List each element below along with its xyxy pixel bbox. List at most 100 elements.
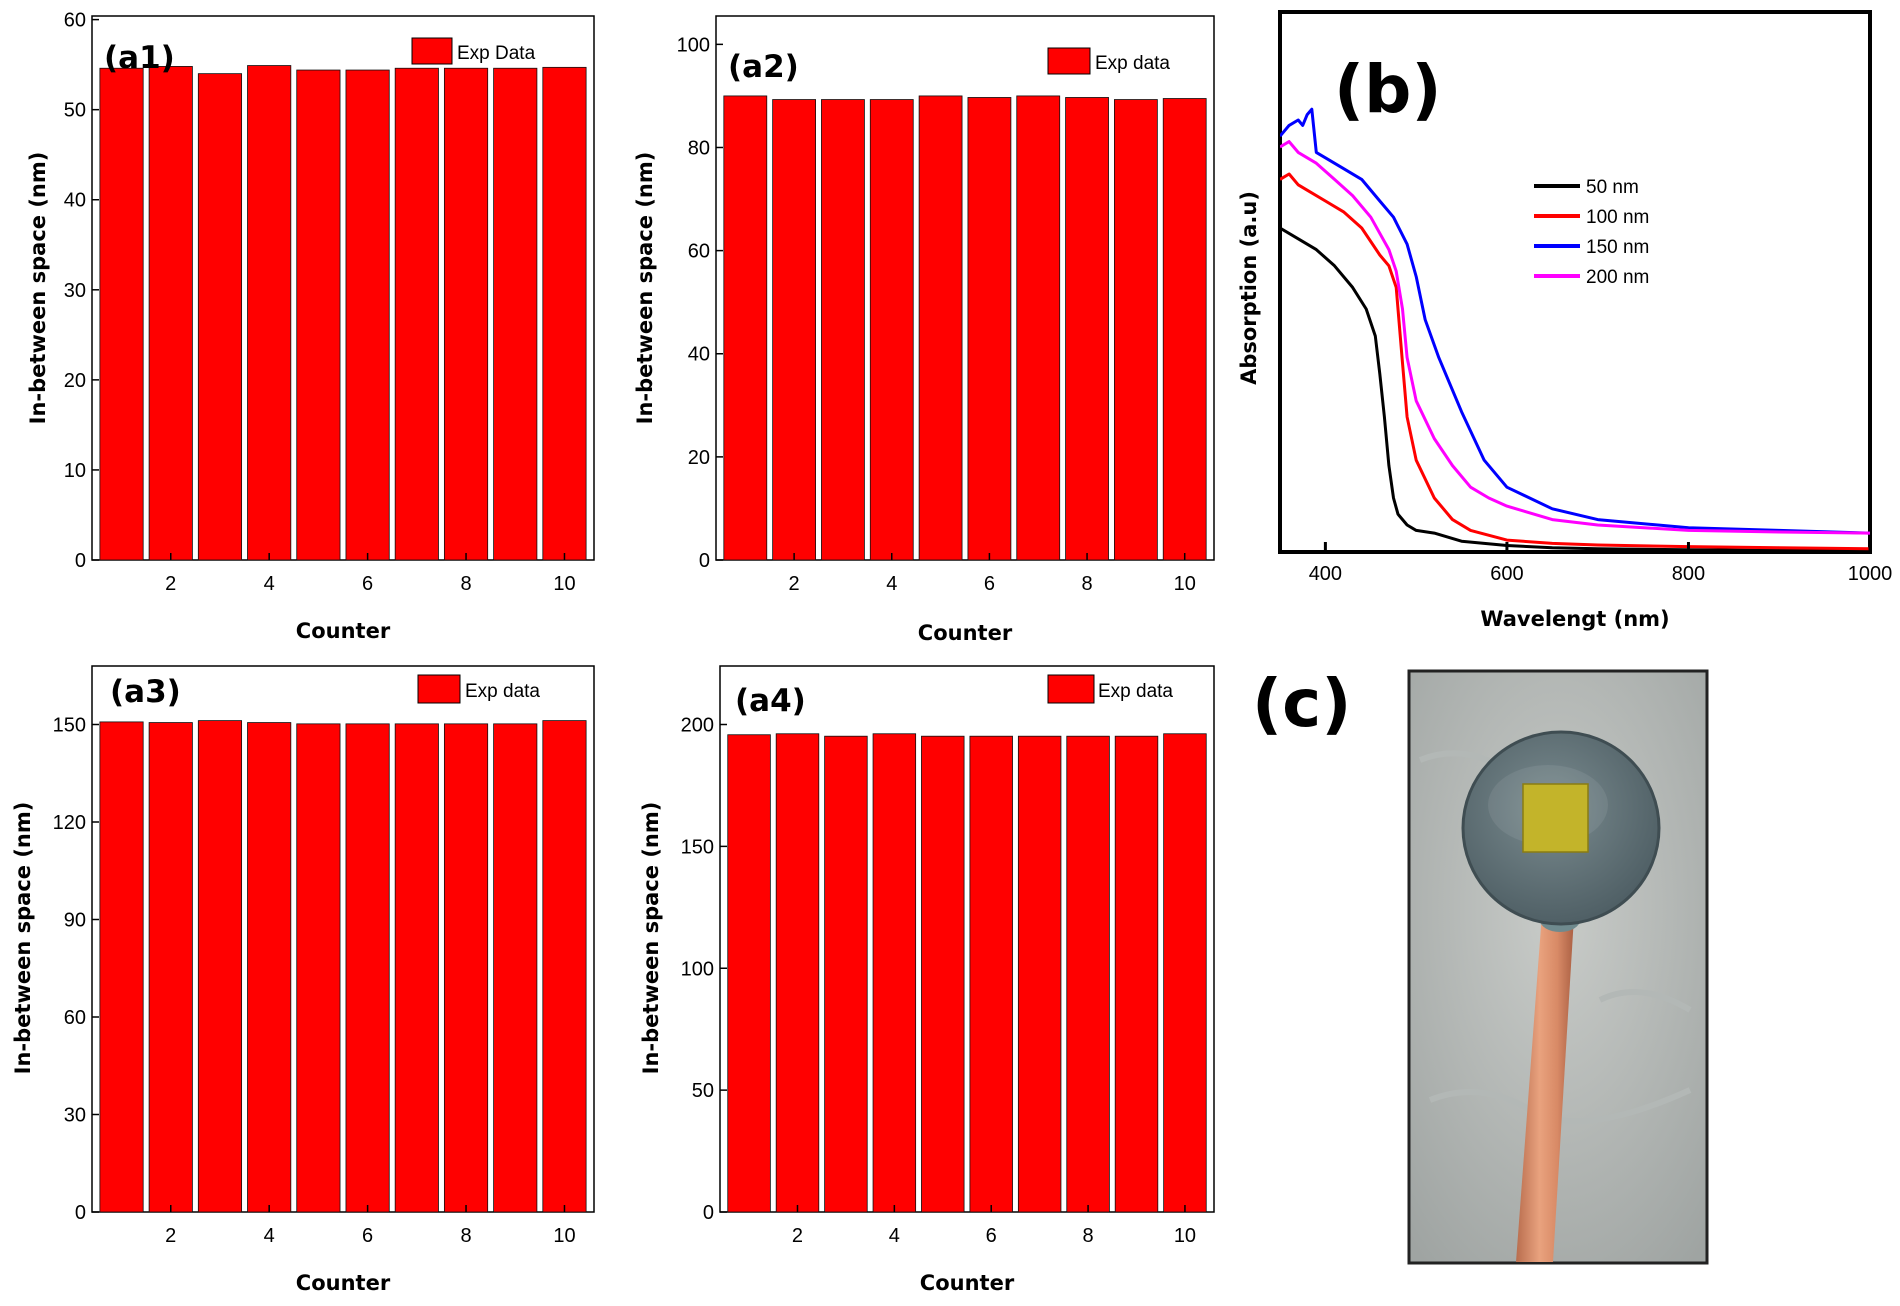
y-tick-label: 0 bbox=[699, 550, 710, 572]
legend-swatch bbox=[1047, 47, 1091, 75]
bar bbox=[443, 723, 489, 1213]
legend-swatch bbox=[411, 37, 453, 65]
y-tick-label: 20 bbox=[64, 370, 86, 392]
x-tick-label: 6 bbox=[362, 1225, 373, 1247]
bar bbox=[493, 67, 538, 561]
x-tick-label: 8 bbox=[460, 573, 471, 595]
legend: 50 nm 100 nm 150 nm 200 nm bbox=[1534, 177, 1649, 288]
panel-label: (b) bbox=[1334, 51, 1442, 128]
y-axis-title: In-between space (nm) bbox=[11, 802, 35, 1075]
bar bbox=[1066, 735, 1110, 1213]
electrode-photo bbox=[1407, 669, 1709, 1265]
x-tick-label: 10 bbox=[553, 1225, 575, 1247]
bar-group bbox=[727, 733, 1207, 1213]
plot-frame bbox=[719, 665, 1215, 1213]
bar bbox=[1065, 97, 1109, 561]
series-line bbox=[1280, 172, 1870, 551]
x-tick-label: 2 bbox=[792, 1225, 803, 1247]
bar bbox=[1114, 735, 1159, 1213]
x-tick-label: 4 bbox=[264, 573, 275, 595]
x-tick-label: 6 bbox=[362, 573, 373, 595]
y-tick-label: 10 bbox=[64, 460, 86, 482]
bar bbox=[197, 720, 243, 1213]
bar-group bbox=[99, 65, 587, 561]
bar bbox=[197, 73, 243, 561]
x-tick-label: 1000 bbox=[1848, 563, 1893, 585]
bar bbox=[772, 99, 817, 561]
bar bbox=[775, 733, 820, 1213]
x-axis-title: Counter bbox=[920, 1271, 1015, 1295]
bar bbox=[1163, 733, 1207, 1213]
y-tick-label: 100 bbox=[681, 958, 714, 980]
y-tick-label: 30 bbox=[64, 1105, 86, 1127]
bar bbox=[394, 67, 439, 561]
bar bbox=[542, 720, 587, 1213]
legend-label: Exp Data bbox=[457, 43, 536, 64]
bar bbox=[824, 735, 868, 1213]
bar bbox=[1162, 98, 1207, 561]
bar bbox=[345, 69, 390, 561]
bar bbox=[148, 722, 193, 1213]
series-line bbox=[1280, 140, 1870, 535]
panel-c: (c) bbox=[1252, 665, 1709, 1265]
bar bbox=[296, 723, 341, 1213]
x-tick-label: 2 bbox=[165, 1225, 176, 1247]
panel-b: 400 600 800 1000 50 nm 100 nm 150 nm 200 nm (b… bbox=[1237, 10, 1893, 631]
x-tick-label: 8 bbox=[460, 1225, 471, 1247]
bar bbox=[1016, 95, 1061, 561]
x-axis-title: Counter bbox=[296, 1271, 391, 1295]
plot-frame bbox=[91, 665, 595, 1213]
bar bbox=[345, 723, 390, 1213]
x-tick-label: 2 bbox=[165, 573, 176, 595]
legend-label: 50 nm bbox=[1586, 177, 1639, 198]
x-axis-ticks: 2 4 6 8 10 bbox=[165, 1205, 576, 1247]
x-tick-label: 600 bbox=[1490, 563, 1523, 585]
x-axis-ticks: 2 4 6 8 10 bbox=[165, 553, 576, 595]
y-axis-ticks: 0 20 40 60 80 100 bbox=[677, 34, 723, 572]
bar bbox=[918, 95, 963, 561]
bar bbox=[1114, 99, 1158, 561]
bar bbox=[493, 723, 538, 1213]
legend-label: 200 nm bbox=[1586, 267, 1649, 288]
plot-frame bbox=[91, 15, 595, 561]
y-tick-label: 40 bbox=[64, 190, 86, 212]
x-tick-label: 10 bbox=[1174, 1225, 1196, 1247]
bar bbox=[247, 722, 292, 1213]
y-tick-label: 60 bbox=[688, 241, 710, 263]
bar bbox=[394, 723, 439, 1213]
x-axis-title: Counter bbox=[918, 621, 1013, 645]
y-axis-ticks: 0 30 60 90 120 150 bbox=[53, 715, 99, 1224]
x-tick-label: 400 bbox=[1309, 563, 1342, 585]
bar bbox=[727, 734, 771, 1213]
panel-label: (a3) bbox=[110, 674, 181, 710]
x-tick-label: 10 bbox=[553, 573, 575, 595]
x-tick-label: 8 bbox=[1081, 573, 1092, 595]
bar-group bbox=[99, 720, 587, 1213]
series-line bbox=[1280, 107, 1870, 535]
y-axis-title: Absorption (a.u) bbox=[1237, 191, 1261, 385]
x-axis-ticks: 400 600 800 1000 bbox=[1309, 542, 1893, 585]
y-axis-ticks: 0 10 20 30 40 50 60 bbox=[64, 10, 99, 572]
legend-label: Exp data bbox=[465, 681, 540, 702]
x-tick-label: 8 bbox=[1083, 1225, 1094, 1247]
y-axis-title: In-between space (nm) bbox=[26, 152, 50, 425]
bar bbox=[967, 97, 1012, 561]
plot-frame bbox=[1278, 10, 1872, 554]
legend-label: 150 nm bbox=[1586, 237, 1649, 258]
x-tick-label: 4 bbox=[886, 573, 897, 595]
copper-strip bbox=[1516, 900, 1575, 1262]
x-tick-label: 6 bbox=[986, 1225, 997, 1247]
panel-label: (a1) bbox=[104, 40, 175, 76]
y-tick-label: 80 bbox=[688, 137, 710, 159]
x-axis-title: Counter bbox=[296, 619, 391, 643]
y-tick-label: 120 bbox=[53, 812, 86, 834]
y-axis-title: In-between space (nm) bbox=[639, 802, 663, 1075]
y-tick-label: 0 bbox=[75, 1202, 86, 1224]
bar bbox=[723, 95, 768, 561]
y-tick-label: 30 bbox=[64, 280, 86, 302]
y-axis-ticks: 0 50 100 150 200 bbox=[681, 715, 727, 1224]
y-tick-label: 20 bbox=[688, 447, 710, 469]
series-line bbox=[1280, 226, 1870, 552]
sample-film bbox=[1522, 783, 1589, 853]
y-tick-label: 0 bbox=[703, 1202, 714, 1224]
